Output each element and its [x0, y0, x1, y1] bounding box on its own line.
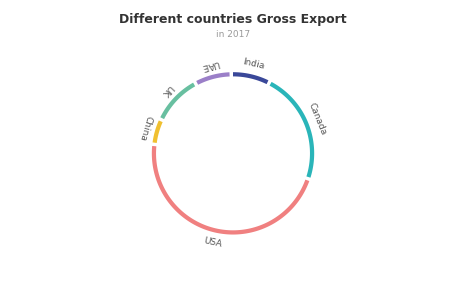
Text: UAE: UAE [200, 59, 220, 72]
Text: USA: USA [203, 236, 223, 249]
Polygon shape [152, 146, 309, 235]
Polygon shape [160, 83, 195, 119]
Text: Canada: Canada [307, 101, 328, 137]
Polygon shape [233, 72, 268, 84]
Polygon shape [196, 72, 230, 85]
Text: Different countries Gross Export: Different countries Gross Export [119, 13, 347, 26]
Polygon shape [152, 120, 163, 143]
Text: in 2017: in 2017 [216, 30, 250, 39]
Text: UK: UK [159, 83, 174, 98]
Text: China: China [137, 115, 153, 142]
Polygon shape [269, 82, 314, 178]
Text: India: India [241, 58, 265, 71]
